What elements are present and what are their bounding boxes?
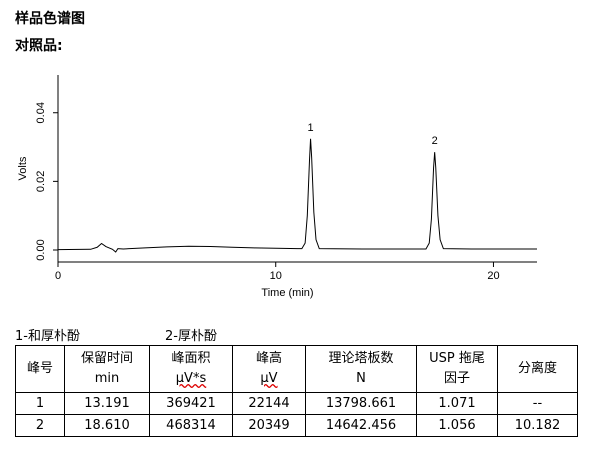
legend-item: 1-和厚朴酚 <box>15 329 80 344</box>
cell: 2 <box>15 414 65 437</box>
legend-item: 2-厚朴酚 <box>165 329 217 344</box>
cell: 1.056 <box>416 414 498 437</box>
header-text: N <box>356 371 366 386</box>
chart: 0 10 20 0.00 0.02 0.04 Time (min) Volts 1 2 <box>17 75 537 299</box>
header-text: 分离度 <box>517 361 557 376</box>
header-cell: 峰高 μV <box>232 345 306 393</box>
header-text: μV <box>233 369 305 389</box>
cell: 1 <box>15 392 65 415</box>
x-axis-label: Time (min) <box>261 287 313 299</box>
cell: 369421 <box>149 392 233 415</box>
y-tick-label: 0.00 <box>35 239 47 260</box>
trace <box>57 138 537 253</box>
header-cell: USP 拖尾 因子 <box>416 345 498 393</box>
cell: 10.182 <box>497 414 578 437</box>
header-text: 峰高 <box>255 351 282 366</box>
title: 样品色谱图 <box>15 11 85 27</box>
data-row: 1 13.191 369421 22144 13798.661 1.071 -- <box>15 392 578 415</box>
cell: 13798.661 <box>305 392 417 415</box>
header-row: 峰号 保留时间 min 峰面积 μV*s 峰高 μV 理论塔板数 N USP 拖尾 因子 分离度 <box>15 345 578 393</box>
x-tick-label: 0 <box>55 270 61 282</box>
peak-label: 2 <box>432 135 438 147</box>
header-text: 峰面积 <box>171 351 211 366</box>
header-text: min <box>94 371 120 386</box>
cell: 18.610 <box>64 414 150 437</box>
y-tick-label: 0.04 <box>35 102 47 123</box>
cell: 1.071 <box>416 392 498 415</box>
header-cell: 峰面积 μV*s <box>149 345 233 393</box>
header-text: μV*s <box>150 369 232 389</box>
header-text: 保留时间 <box>80 351 133 366</box>
header-text-underlined: μV <box>260 371 278 386</box>
cell: -- <box>497 392 578 415</box>
header-text-underlined: μV*s <box>175 371 207 386</box>
header-text: 峰号 <box>26 361 53 376</box>
header-text: 因子 <box>443 371 470 386</box>
cell: 14642.456 <box>305 414 417 437</box>
results-table: 峰号 保留时间 min 峰面积 μV*s 峰高 μV 理论塔板数 N USP 拖尾 因子 分离度 1 13… <box>15 345 578 437</box>
x-tick-label: 10 <box>270 270 282 282</box>
header-cell: 保留时间 min <box>64 345 150 393</box>
x-tick-label: 20 <box>487 270 499 282</box>
peak-label: 1 <box>308 122 314 134</box>
header-text: 理论塔板数 <box>328 351 394 366</box>
y-axis-label: Volts <box>17 156 29 180</box>
cell: 22144 <box>232 392 306 415</box>
data-row: 2 18.610 468314 20349 14642.456 1.056 10.182 <box>15 414 578 437</box>
cell: 13.191 <box>64 392 150 415</box>
header-cell: 理论塔板数 N <box>305 345 417 393</box>
header-cell: 分离度 <box>497 345 578 393</box>
header-text: USP 拖尾 <box>429 351 485 366</box>
subtitle: 对照品: <box>15 38 63 54</box>
cell: 20349 <box>232 414 306 437</box>
y-tick-label: 0.02 <box>35 171 47 192</box>
header-cell: 峰号 <box>15 345 65 393</box>
cell: 468314 <box>149 414 233 437</box>
